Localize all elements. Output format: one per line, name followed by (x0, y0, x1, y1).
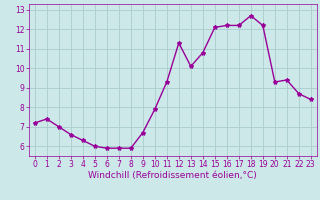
X-axis label: Windchill (Refroidissement éolien,°C): Windchill (Refroidissement éolien,°C) (88, 171, 257, 180)
